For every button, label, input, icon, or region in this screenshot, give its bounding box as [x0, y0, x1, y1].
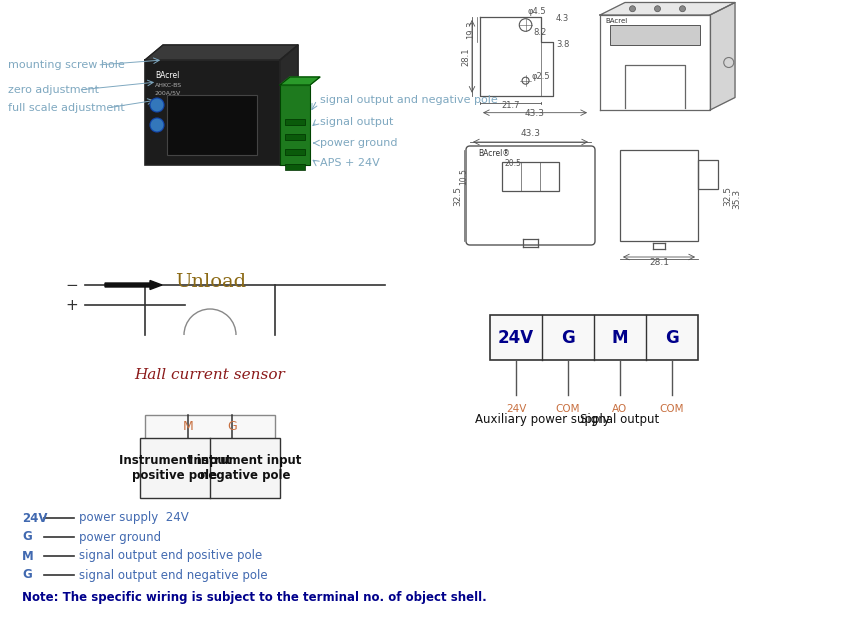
Bar	[285, 164, 305, 170]
Bar	[490, 315, 698, 360]
Text: BAcrel: BAcrel	[155, 70, 179, 79]
Text: 24V: 24V	[22, 511, 48, 524]
Polygon shape	[710, 3, 735, 110]
Text: φ2.5: φ2.5	[531, 71, 550, 80]
Bar	[285, 134, 305, 140]
Bar	[280, 85, 310, 165]
Text: M: M	[183, 421, 193, 433]
Text: BAcrel®: BAcrel®	[478, 149, 510, 158]
Text: full scale adjustment: full scale adjustment	[8, 103, 125, 113]
Text: 3.8: 3.8	[556, 40, 570, 49]
Text: APS + 24V: APS + 24V	[320, 158, 380, 168]
Text: Instrument input
negative pole: Instrument input negative pole	[189, 454, 301, 482]
Polygon shape	[600, 3, 735, 15]
Text: 35.3: 35.3	[732, 189, 741, 209]
Text: Unload: Unload	[175, 273, 246, 291]
Text: BAcrel: BAcrel	[605, 18, 627, 24]
Text: +: +	[65, 298, 78, 312]
Text: COM: COM	[556, 404, 581, 414]
Text: Signal output: Signal output	[581, 413, 660, 426]
Text: signal output: signal output	[320, 117, 394, 127]
Circle shape	[679, 6, 685, 12]
Text: 8.2: 8.2	[534, 28, 547, 37]
Text: G: G	[22, 531, 31, 544]
Text: Hall current sensor: Hall current sensor	[134, 368, 286, 382]
Text: 10.5: 10.5	[459, 168, 468, 185]
Bar	[140, 438, 280, 498]
Text: 32.5: 32.5	[723, 185, 732, 205]
Text: 19.3: 19.3	[466, 20, 475, 39]
Text: 24V: 24V	[506, 404, 526, 414]
Circle shape	[630, 6, 636, 12]
Text: φ4.5: φ4.5	[528, 7, 547, 16]
Bar	[698, 160, 718, 189]
FancyArrow shape	[105, 281, 162, 290]
Circle shape	[150, 98, 164, 112]
Text: mounting screw hole: mounting screw hole	[8, 60, 125, 70]
Text: COM: COM	[660, 404, 684, 414]
Text: Instrument input
positive pole: Instrument input positive pole	[119, 454, 231, 482]
Text: 32.5: 32.5	[453, 185, 462, 205]
Text: 24V: 24V	[498, 328, 534, 346]
Text: zero adjustment: zero adjustment	[8, 85, 99, 95]
Text: G: G	[665, 328, 679, 346]
Text: power ground: power ground	[320, 138, 398, 148]
Polygon shape	[145, 45, 298, 60]
Polygon shape	[280, 45, 298, 165]
Text: M: M	[22, 549, 34, 562]
Bar	[610, 25, 700, 45]
Text: 43.3: 43.3	[520, 129, 541, 138]
Text: G: G	[227, 421, 237, 433]
Text: G: G	[22, 569, 31, 582]
Text: 43.3: 43.3	[525, 109, 545, 118]
Text: signal output and negative pole: signal output and negative pole	[320, 95, 498, 105]
Bar	[285, 119, 305, 125]
Bar	[167, 95, 257, 155]
Bar	[502, 162, 559, 191]
Text: −: −	[65, 278, 78, 292]
Text: AHKC-BS: AHKC-BS	[155, 82, 182, 88]
Text: 28.1: 28.1	[461, 47, 470, 66]
Bar	[620, 150, 698, 241]
Circle shape	[150, 118, 164, 132]
Text: signal output end positive pole: signal output end positive pole	[79, 549, 263, 562]
Text: 28.1: 28.1	[649, 258, 669, 267]
Text: signal output end negative pole: signal output end negative pole	[79, 569, 268, 582]
Bar	[145, 415, 275, 495]
Circle shape	[654, 6, 660, 12]
Text: power supply  24V: power supply 24V	[79, 511, 189, 524]
Text: G: G	[561, 328, 575, 346]
Text: 200A/5V: 200A/5V	[155, 91, 181, 95]
Text: AO: AO	[612, 404, 627, 414]
Text: 4.3: 4.3	[556, 14, 569, 23]
Text: M: M	[612, 328, 628, 346]
Text: Auxiliary power supply: Auxiliary power supply	[474, 413, 609, 426]
FancyBboxPatch shape	[145, 60, 280, 165]
Text: 21.7: 21.7	[502, 100, 519, 109]
Text: Note: The specific wiring is subject to the terminal no. of object shell.: Note: The specific wiring is subject to …	[22, 591, 487, 603]
Bar	[285, 149, 305, 155]
Text: 20.5: 20.5	[505, 159, 522, 168]
Text: power ground: power ground	[79, 531, 162, 544]
Polygon shape	[280, 77, 320, 85]
